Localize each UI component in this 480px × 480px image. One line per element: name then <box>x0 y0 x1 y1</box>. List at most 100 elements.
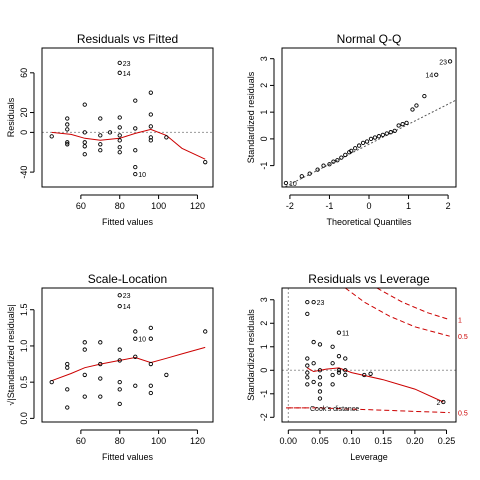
y-axis-label: √|Standardized residuals| <box>6 304 16 405</box>
x-tick-label: 120 <box>190 436 205 446</box>
data-point <box>117 380 122 385</box>
point-label: 14 <box>123 71 131 78</box>
point-label: 14 <box>425 73 433 80</box>
legend-label: Cook's distance <box>310 406 359 413</box>
point-label: 10 <box>138 337 146 344</box>
smoother-line <box>307 367 444 403</box>
data-point <box>447 59 453 64</box>
data-point <box>307 171 312 176</box>
x-tick-label: 0.20 <box>406 436 424 446</box>
data-point <box>336 330 342 335</box>
data-point <box>65 405 70 410</box>
data-point <box>376 134 382 139</box>
data-point <box>343 368 348 373</box>
data-point <box>133 329 138 334</box>
x-tick-label: 0.05 <box>311 436 329 446</box>
data-point <box>65 387 70 392</box>
y-axis-label: Residuals <box>6 97 16 137</box>
data-point <box>117 347 122 352</box>
data-point <box>335 158 340 163</box>
data-point <box>148 383 153 388</box>
y-tick-label: 0 <box>19 130 29 135</box>
data-point <box>305 299 310 305</box>
data-point <box>360 140 366 146</box>
x-tick-label: -2 <box>286 201 294 211</box>
data-point <box>148 90 153 95</box>
data-point <box>343 356 348 361</box>
data-point <box>117 138 122 143</box>
data-point <box>117 293 122 298</box>
data-point <box>283 180 289 186</box>
data-point <box>362 372 367 378</box>
x-tick-label: 60 <box>76 436 86 446</box>
x-axis-label: Fitted values <box>102 217 154 227</box>
x-axis-label: Leverage <box>350 452 388 462</box>
data-point <box>396 123 401 128</box>
data-point <box>317 396 323 401</box>
data-point <box>311 379 316 385</box>
data-point <box>133 126 138 131</box>
y-axis-label: Standardized residuals <box>246 71 256 163</box>
data-point <box>117 303 122 309</box>
data-point <box>441 399 446 405</box>
data-point <box>82 347 87 352</box>
data-point <box>117 401 122 407</box>
smoother-line <box>51 128 206 160</box>
data-point <box>305 363 310 368</box>
y-tick-label: -40 <box>19 166 29 179</box>
y-tick-label: 60 <box>19 68 29 78</box>
x-tick-label: 0.10 <box>343 436 361 446</box>
data-point <box>82 340 87 345</box>
point-label: 23 <box>317 300 325 307</box>
data-point <box>434 72 439 77</box>
data-point <box>98 394 103 399</box>
data-point <box>321 163 326 168</box>
smoother-line <box>51 346 206 382</box>
data-point <box>133 336 138 341</box>
data-point <box>117 60 122 66</box>
data-point <box>98 376 103 381</box>
data-point <box>148 336 153 341</box>
data-point <box>305 375 310 380</box>
x-tick-label: 0.00 <box>280 436 298 446</box>
data-point <box>98 340 103 345</box>
x-tick-label: 100 <box>151 201 166 211</box>
data-point <box>330 344 335 349</box>
plot-area <box>282 288 456 422</box>
panel-2: Normal Q-Q Theoretical Quantiles Standardi… <box>246 32 457 227</box>
point-label: 10 <box>289 181 297 188</box>
x-tick-label: 0.15 <box>374 436 392 446</box>
data-point <box>98 116 103 121</box>
panel-3: Scale-Location Fitted values √|Standardize… <box>6 272 214 462</box>
data-point <box>117 133 122 138</box>
x-tick-label: 60 <box>76 201 86 211</box>
data-point <box>384 131 389 136</box>
data-point <box>343 152 348 158</box>
data-point <box>336 368 342 373</box>
data-point <box>148 325 153 330</box>
y-tick-label: 1 <box>259 110 269 115</box>
data-point <box>330 372 335 378</box>
data-point <box>331 159 336 164</box>
data-point <box>380 132 385 138</box>
chart-title: Residuals vs Leverage <box>308 272 430 286</box>
data-point <box>336 370 342 375</box>
data-point <box>65 140 70 145</box>
data-point <box>117 358 122 363</box>
y-tick-label: 1 <box>259 344 269 349</box>
y-tick-label: 3 <box>259 56 269 61</box>
data-point <box>65 122 70 127</box>
y-tick-label: -2 <box>259 413 269 421</box>
y-tick-label: 0 <box>259 136 269 141</box>
data-point <box>339 155 344 160</box>
data-point <box>117 150 122 155</box>
point-label: 2 <box>436 400 440 407</box>
y-tick-label: 1.0 <box>19 340 29 353</box>
qq-reference-line <box>283 99 456 187</box>
data-point <box>148 390 153 396</box>
data-point <box>133 383 138 388</box>
x-axis-label: Theoretical Quantiles <box>326 217 412 227</box>
plot-area <box>42 60 213 177</box>
y-tick-label: 3 <box>259 297 269 302</box>
y-tick-label: 20 <box>19 108 29 118</box>
